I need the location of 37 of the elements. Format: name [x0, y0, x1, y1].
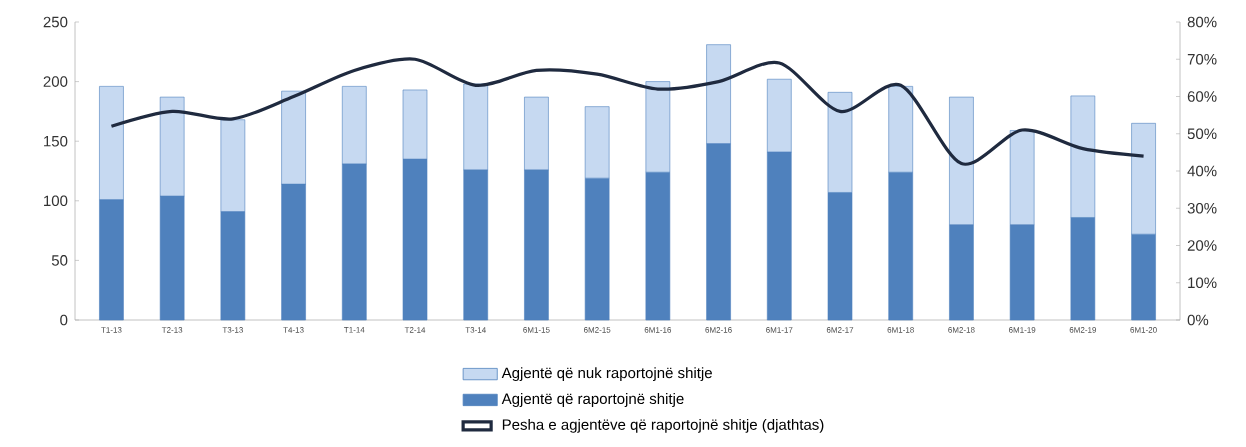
x-tick-label: T3-13: [222, 327, 243, 333]
x-tick-label: T4-13: [283, 327, 304, 333]
x-tick-label: T1-14: [344, 327, 365, 333]
y2-tick-label: 0%: [1187, 314, 1209, 326]
x-tick-label: 6M1-20: [1130, 327, 1157, 333]
y2-tick-label: 40%: [1187, 165, 1217, 177]
x-tick-label: 6M2-19: [1069, 327, 1097, 333]
y-tick-label: 100: [44, 195, 68, 207]
x-tick-label: 6M1-18: [887, 327, 914, 333]
legend-label: Pesha e agjentëve që raportojnë shitje (djathtas): [502, 418, 824, 433]
y2-tick-label: 70%: [1187, 53, 1217, 65]
y-tick-label: 150: [44, 135, 68, 147]
legend-label: Agjentë që nuk raportojnë shitje: [501, 367, 712, 382]
x-tick-label: 6M1-19: [1008, 327, 1036, 333]
x-tick-label: 6M1-16: [644, 327, 672, 333]
x-tick-label: 6M2-16: [705, 327, 732, 333]
y-tick-label: 250: [43, 16, 68, 28]
line-series: [109, 57, 1146, 166]
y2-tick-label: 50%: [1187, 128, 1217, 140]
x-tick-label: 6M1-17: [766, 327, 793, 333]
legend-label: Agjentë që raportojnë shitje: [501, 393, 684, 407]
x-tick-label: 6M1-15: [523, 327, 550, 333]
x-tick-label: T2-13: [161, 327, 183, 333]
y-tick-label: 200: [43, 76, 68, 87]
x-tick-label: T2-14: [404, 327, 426, 333]
y2-tick-label: 20%: [1187, 240, 1217, 251]
y-tick-label: 50: [51, 255, 68, 266]
x-tick-label: 6M2-15: [584, 327, 611, 333]
y-tick-label: 0: [60, 314, 68, 326]
x-tick-label: 6M2-18: [948, 327, 975, 333]
y2-tick-label: 10%: [1188, 277, 1217, 289]
x-tick-label: 6M2-17: [826, 327, 854, 333]
x-tick-label: T3-14: [465, 327, 486, 333]
y2-tick-label: 80%: [1187, 16, 1217, 28]
y2-tick-label: 30%: [1187, 202, 1217, 214]
y2-tick-label: 60%: [1187, 91, 1217, 102]
x-tick-label: T1-13: [101, 327, 122, 333]
